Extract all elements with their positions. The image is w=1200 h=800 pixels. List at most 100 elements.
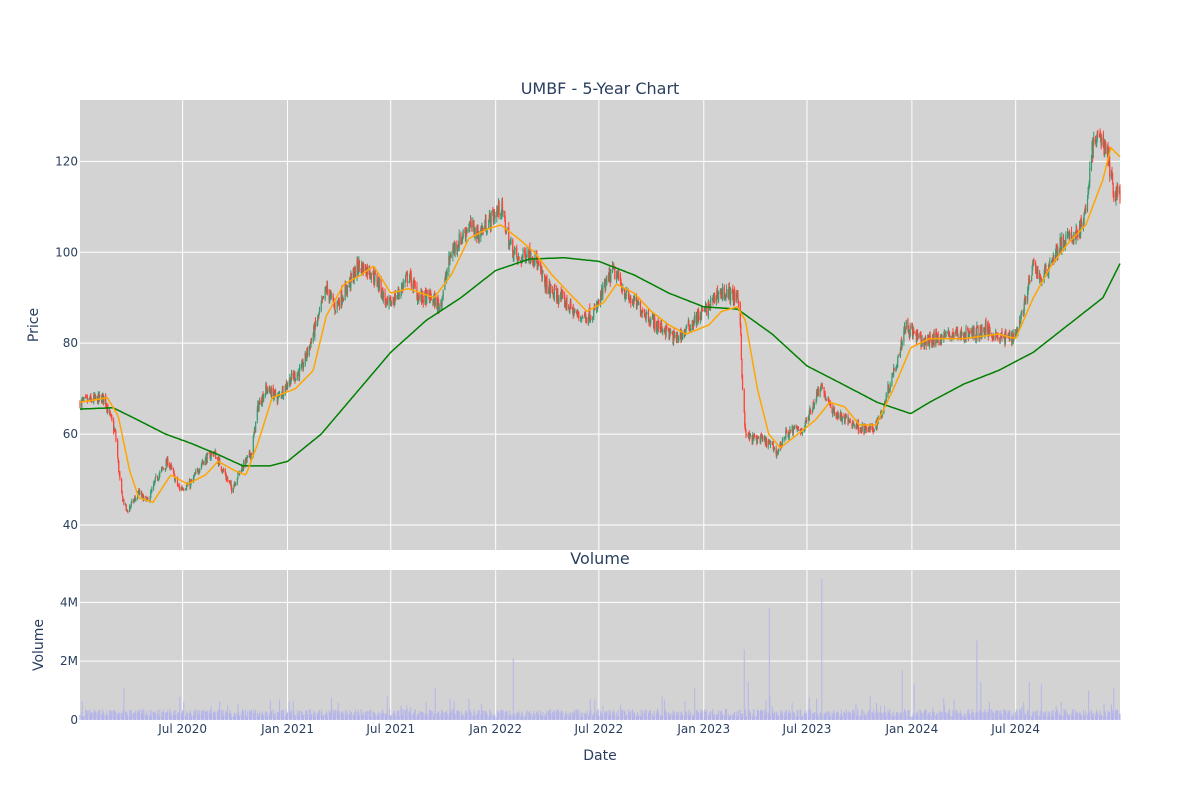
volume-bar <box>584 713 586 720</box>
candle-body <box>265 386 268 388</box>
volume-bar <box>300 710 302 720</box>
volume-bar <box>413 712 415 720</box>
volume-bar <box>165 712 167 720</box>
volume-bar <box>676 711 678 720</box>
volume-bar <box>687 714 689 720</box>
volume-bar <box>903 712 905 720</box>
volume-bar <box>146 714 148 720</box>
volume-bar <box>788 710 790 720</box>
volume-bar <box>244 709 246 720</box>
candle-body <box>154 481 156 484</box>
candle-body <box>1087 191 1089 198</box>
volume-bar <box>877 711 879 720</box>
volume-bar <box>662 716 664 720</box>
volume-bar <box>430 710 432 720</box>
candle-body <box>481 227 483 231</box>
candle-body <box>944 335 947 337</box>
volume-bar <box>301 711 303 720</box>
volume-bar <box>107 715 109 720</box>
volume-bar <box>724 715 726 720</box>
candle-body <box>702 309 704 312</box>
volume-bar <box>730 714 732 720</box>
volume-bar <box>374 713 376 720</box>
candle-body <box>1100 132 1102 142</box>
volume-bar <box>860 715 862 720</box>
volume-bar <box>833 710 835 720</box>
candle-body <box>231 486 233 493</box>
volume-bar <box>295 715 297 720</box>
candle-body <box>93 395 95 402</box>
volume-bar <box>852 710 854 720</box>
volume-bar <box>832 713 834 720</box>
volume-bar <box>441 709 443 720</box>
volume-bar <box>416 716 418 720</box>
volume-bar <box>534 714 536 720</box>
candle-body <box>358 260 360 267</box>
volume-bar <box>91 712 93 720</box>
volume-bar <box>811 713 813 720</box>
volume-bar <box>488 716 490 720</box>
volume-bar <box>916 711 918 720</box>
volume-bar <box>773 711 775 720</box>
candle-body <box>191 480 193 482</box>
volume-bar <box>955 709 957 720</box>
volume-bar <box>473 709 475 720</box>
candle-body <box>301 362 303 367</box>
volume-bar <box>812 713 814 720</box>
candle-body <box>984 328 986 338</box>
candle-body <box>541 267 543 278</box>
volume-bar <box>957 715 958 720</box>
candle-body <box>887 384 890 392</box>
candle-body <box>390 301 392 307</box>
candle-body <box>430 296 432 301</box>
volume-bar <box>656 710 658 720</box>
volume-bar <box>689 714 691 720</box>
volume-bar <box>466 713 468 720</box>
candle-body <box>513 251 515 259</box>
volume-bar <box>291 712 293 720</box>
candle-body <box>1054 253 1057 261</box>
candle-body <box>863 424 865 434</box>
volume-bar <box>565 711 567 720</box>
volume-bar <box>755 715 757 720</box>
volume-bar <box>509 710 511 720</box>
volume-bar <box>289 711 291 720</box>
volume-bar <box>556 713 558 720</box>
candle-body <box>1090 155 1093 170</box>
volume-bar <box>872 716 874 720</box>
volume-bar <box>229 709 231 720</box>
volume-bar <box>202 713 204 720</box>
volume-bar <box>1041 711 1043 720</box>
volume-bar <box>526 710 528 720</box>
candle-body <box>232 488 234 493</box>
candle-body <box>1080 219 1082 235</box>
volume-bar <box>206 715 208 720</box>
candle-body <box>85 395 87 397</box>
volume-bar <box>133 712 135 720</box>
volume-bar <box>843 711 845 720</box>
volume-bar <box>909 716 911 720</box>
volume-bar <box>1032 712 1034 720</box>
volume-bar <box>692 715 694 720</box>
volume-bar <box>652 716 654 720</box>
volume-bar <box>409 711 411 720</box>
candle-body <box>1081 223 1083 227</box>
candle-body <box>388 298 390 305</box>
volume-bar <box>909 716 911 720</box>
volume-bar <box>1027 710 1029 720</box>
volume-bar <box>326 712 328 720</box>
candle-body <box>438 302 440 310</box>
candle-body <box>808 413 810 421</box>
candle-body <box>220 466 223 471</box>
volume-bar <box>808 697 810 720</box>
candle-body <box>760 434 762 435</box>
candle-body <box>362 263 364 273</box>
volume-bar <box>313 713 315 720</box>
volume-chart-title: Volume <box>570 549 630 568</box>
candle-body <box>424 290 426 302</box>
volume-bar <box>985 711 987 720</box>
volume-bar <box>925 709 927 720</box>
candle-body <box>173 472 175 474</box>
candle-body <box>708 301 710 307</box>
